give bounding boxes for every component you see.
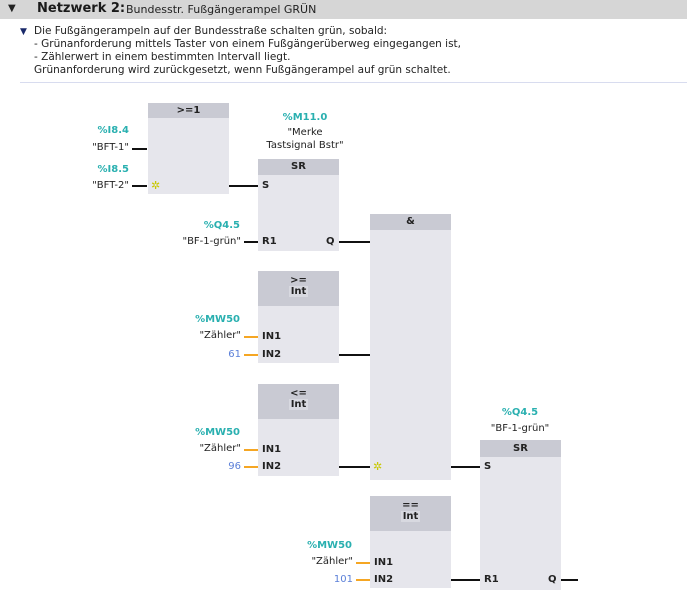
- comment-line: - Grünanforderung mittels Taster von ein…: [34, 38, 461, 50]
- compare-le-operator: <=: [290, 388, 307, 399]
- add-input-icon[interactable]: ✲: [373, 460, 383, 473]
- compare-ge-type[interactable]: Int: [288, 286, 309, 297]
- network-comment[interactable]: ▼ Die Fußgängerampeln auf der Bundesstra…: [20, 24, 687, 83]
- and-block-title: &: [370, 214, 451, 230]
- sr-tag-line2[interactable]: Tastsignal Bstr": [266, 140, 344, 151]
- compare-le-block[interactable]: <= Int: [258, 384, 339, 476]
- collapse-comment-icon[interactable]: ▼: [20, 27, 27, 37]
- compare-ge-header: >= Int: [258, 271, 339, 306]
- comment-line: Die Fußgängerampeln auf der Bundesstraße…: [34, 25, 388, 37]
- or-in2-tag[interactable]: "BFT-2": [92, 180, 129, 191]
- le-pin-in1: IN1: [262, 444, 282, 455]
- eq-in1-tag[interactable]: "Zähler": [311, 556, 353, 567]
- ge-pin-in2: IN2: [262, 349, 282, 360]
- sr-tag-line1[interactable]: "Merke: [287, 127, 323, 138]
- eq-in1-address[interactable]: %MW50: [307, 540, 352, 551]
- add-input-icon[interactable]: ✲: [151, 179, 161, 192]
- sr-block-memory[interactable]: SR: [258, 159, 339, 251]
- sr-r1-address[interactable]: %Q4.5: [203, 220, 240, 231]
- ge-in2-value[interactable]: 61: [228, 349, 241, 360]
- sr-address[interactable]: %M11.0: [282, 112, 328, 123]
- compare-le-type[interactable]: Int: [288, 399, 309, 410]
- or-block[interactable]: >=1: [148, 103, 229, 194]
- compare-eq-header: == Int: [370, 496, 451, 531]
- network-header[interactable]: ▼ Netzwerk 2: Bundesstr. Fußgängerampel …: [0, 0, 687, 19]
- sr2-block-title: SR: [480, 440, 561, 457]
- compare-eq-operator: ==: [402, 500, 419, 511]
- compare-le-header: <= Int: [258, 384, 339, 419]
- sr2-pin-q: Q: [548, 574, 557, 585]
- le-in1-address[interactable]: %MW50: [195, 427, 240, 438]
- compare-eq-type[interactable]: Int: [400, 511, 421, 522]
- sr2-pin-s: S: [484, 461, 492, 472]
- eq-pin-in2: IN2: [374, 574, 394, 585]
- sr2-address[interactable]: %Q4.5: [501, 407, 539, 418]
- and-block[interactable]: &: [370, 214, 451, 480]
- sr-pin-s: S: [262, 180, 270, 191]
- le-in2-value[interactable]: 96: [228, 461, 241, 472]
- sr2-pin-r1: R1: [484, 574, 499, 585]
- eq-pin-in1: IN1: [374, 557, 394, 568]
- sr-pin-r1: R1: [262, 236, 277, 247]
- comment-line: - Zählerwert in einem bestimmten Interva…: [34, 51, 291, 63]
- ge-in1-tag[interactable]: "Zähler": [199, 330, 241, 341]
- sr-pin-q: Q: [326, 236, 335, 247]
- le-pin-in2: IN2: [262, 461, 282, 472]
- compare-ge-operator: >=: [290, 275, 307, 286]
- collapse-icon[interactable]: ▼: [8, 3, 16, 14]
- or-in1-tag[interactable]: "BFT-1": [92, 142, 129, 153]
- comment-line: Grünanforderung wird zurückgesetzt, wenn…: [34, 64, 451, 76]
- ge-in1-address[interactable]: %MW50: [195, 314, 240, 325]
- network-label: Netzwerk 2:: [37, 1, 126, 16]
- ge-pin-in1: IN1: [262, 331, 282, 342]
- eq-in2-value[interactable]: 101: [333, 574, 353, 585]
- sr-block-output[interactable]: SR: [480, 440, 561, 590]
- sr-block-title: SR: [258, 159, 339, 175]
- or-in2-address[interactable]: %I8.5: [97, 164, 129, 175]
- or-in1-address[interactable]: %I8.4: [97, 125, 129, 136]
- compare-eq-block[interactable]: == Int: [370, 496, 451, 588]
- sr2-tag[interactable]: "BF-1-grün": [490, 423, 550, 434]
- compare-ge-block[interactable]: >= Int: [258, 271, 339, 363]
- sr-r1-tag[interactable]: "BF-1-grün": [182, 236, 241, 247]
- network-title[interactable]: Bundesstr. Fußgängerampel GRÜN: [126, 3, 317, 16]
- or-block-title: >=1: [148, 103, 229, 118]
- le-in1-tag[interactable]: "Zähler": [199, 443, 241, 454]
